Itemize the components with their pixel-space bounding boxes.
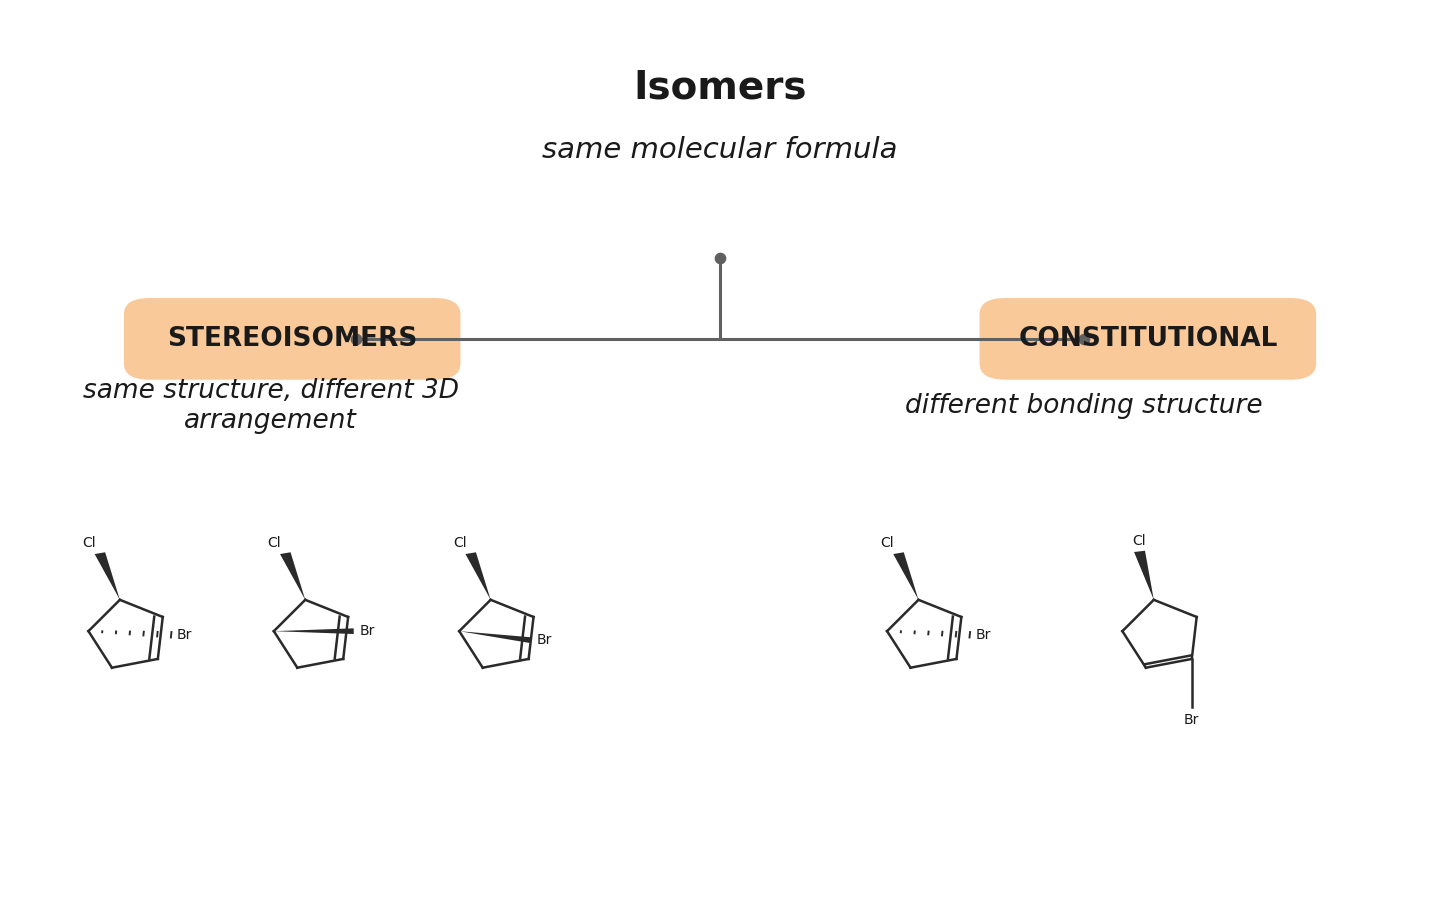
Text: Isomers: Isomers [634,68,806,107]
Point [344,332,367,346]
Polygon shape [459,631,531,643]
Text: Cl: Cl [268,536,281,549]
Text: Cl: Cl [82,536,95,549]
Text: STEREOISOMERS: STEREOISOMERS [167,326,418,352]
Text: Cl: Cl [452,536,467,549]
Polygon shape [95,552,120,599]
Point [708,251,732,265]
Polygon shape [465,552,491,599]
Text: same molecular formula: same molecular formula [543,137,897,165]
Text: same structure, different 3D
arrangement: same structure, different 3D arrangement [82,378,459,435]
Text: Br: Br [536,633,552,647]
Text: CONSTITUTIONAL: CONSTITUTIONAL [1018,326,1277,352]
Polygon shape [1135,551,1153,599]
Point [1073,332,1096,346]
Polygon shape [274,629,354,634]
Text: Cl: Cl [1133,534,1146,548]
Text: Br: Br [360,624,374,639]
Text: Cl: Cl [881,536,894,549]
Polygon shape [893,552,919,599]
FancyBboxPatch shape [979,298,1316,380]
Text: Br: Br [177,628,193,641]
Text: Br: Br [1184,712,1200,727]
Polygon shape [279,552,305,599]
Text: Br: Br [975,628,991,641]
FancyBboxPatch shape [124,298,461,380]
Text: different bonding structure: different bonding structure [904,394,1263,419]
